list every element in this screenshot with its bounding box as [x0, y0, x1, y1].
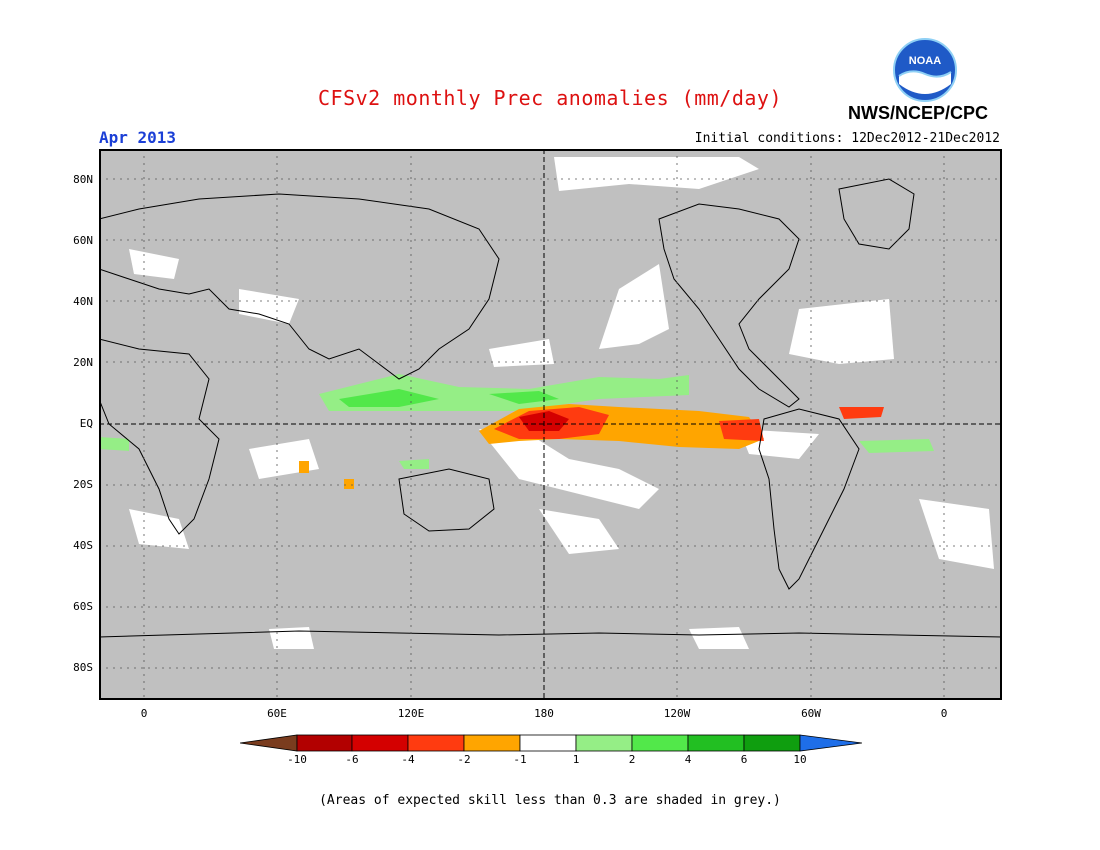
- colorbar-segment: [351, 734, 409, 752]
- lon-label: 120E: [397, 707, 425, 720]
- lat-label: 80S: [73, 661, 93, 674]
- colorbar-segment: [407, 734, 465, 752]
- colorbar-low-arrow: [240, 734, 298, 752]
- colorbar-label: -4: [401, 753, 415, 766]
- green-anomaly-regions: [99, 374, 934, 469]
- colorbar-segment: [463, 734, 521, 752]
- colorbar-label: -10: [287, 753, 307, 766]
- colorbar-high-arrow: [799, 734, 862, 752]
- colorbar-segment: [743, 734, 801, 752]
- skill-footnote: (Areas of expected skill less than 0.3 a…: [319, 793, 781, 808]
- agency-label: NWS/NCEP/CPC: [848, 103, 989, 123]
- lon-gridlines: [143, 149, 945, 700]
- lat-label: 40N: [73, 295, 93, 308]
- lat-label: EQ: [79, 417, 93, 430]
- colorbar-label: 4: [684, 753, 692, 766]
- lon-label: 0: [940, 707, 948, 720]
- lat-label: 80N: [73, 173, 93, 186]
- logo-text: NOAA: [909, 55, 941, 67]
- lat-label: 20N: [73, 356, 93, 369]
- colorbar-label: -2: [457, 753, 471, 766]
- lat-label: 40S: [73, 539, 93, 552]
- colorbar-label: -1: [513, 753, 527, 766]
- lat-label: 20S: [73, 478, 93, 491]
- coastlines: [99, 178, 1002, 638]
- colorbar-label: -6: [345, 753, 359, 766]
- colorbar-label: 1: [572, 753, 580, 766]
- colorbar-label: 10: [793, 753, 807, 766]
- colorbar-segment: [519, 734, 577, 752]
- lon-label: 180: [534, 707, 554, 720]
- noaa-logo-icon: NOAA: [893, 38, 957, 102]
- lon-label: 60E: [267, 707, 287, 720]
- lat-label: 60N: [73, 234, 93, 247]
- white-regions: [129, 157, 994, 649]
- lon-label: 120W: [663, 707, 691, 720]
- forecast-month: Apr 2013: [99, 128, 177, 147]
- lon-label: 0: [140, 707, 148, 720]
- precip-anomaly-map: [99, 149, 1002, 700]
- lon-label: 60W: [801, 707, 821, 720]
- dry-anomaly-regions: [299, 404, 884, 489]
- colorbar-segment: [687, 734, 745, 752]
- colorbar-segment: [631, 734, 689, 752]
- colorbar-segment: [296, 734, 353, 752]
- colorbar-label: 2: [628, 753, 636, 766]
- initial-conditions: Initial conditions: 12Dec2012-21Dec2012: [694, 131, 1000, 146]
- map-frame: [99, 149, 1002, 700]
- map-title: CFSv2 monthly Prec anomalies (mm/day): [317, 86, 783, 110]
- colorbar-label: 6: [740, 753, 748, 766]
- colorbar: [240, 734, 862, 752]
- colorbar-segment: [575, 734, 633, 752]
- lat-label: 60S: [73, 600, 93, 613]
